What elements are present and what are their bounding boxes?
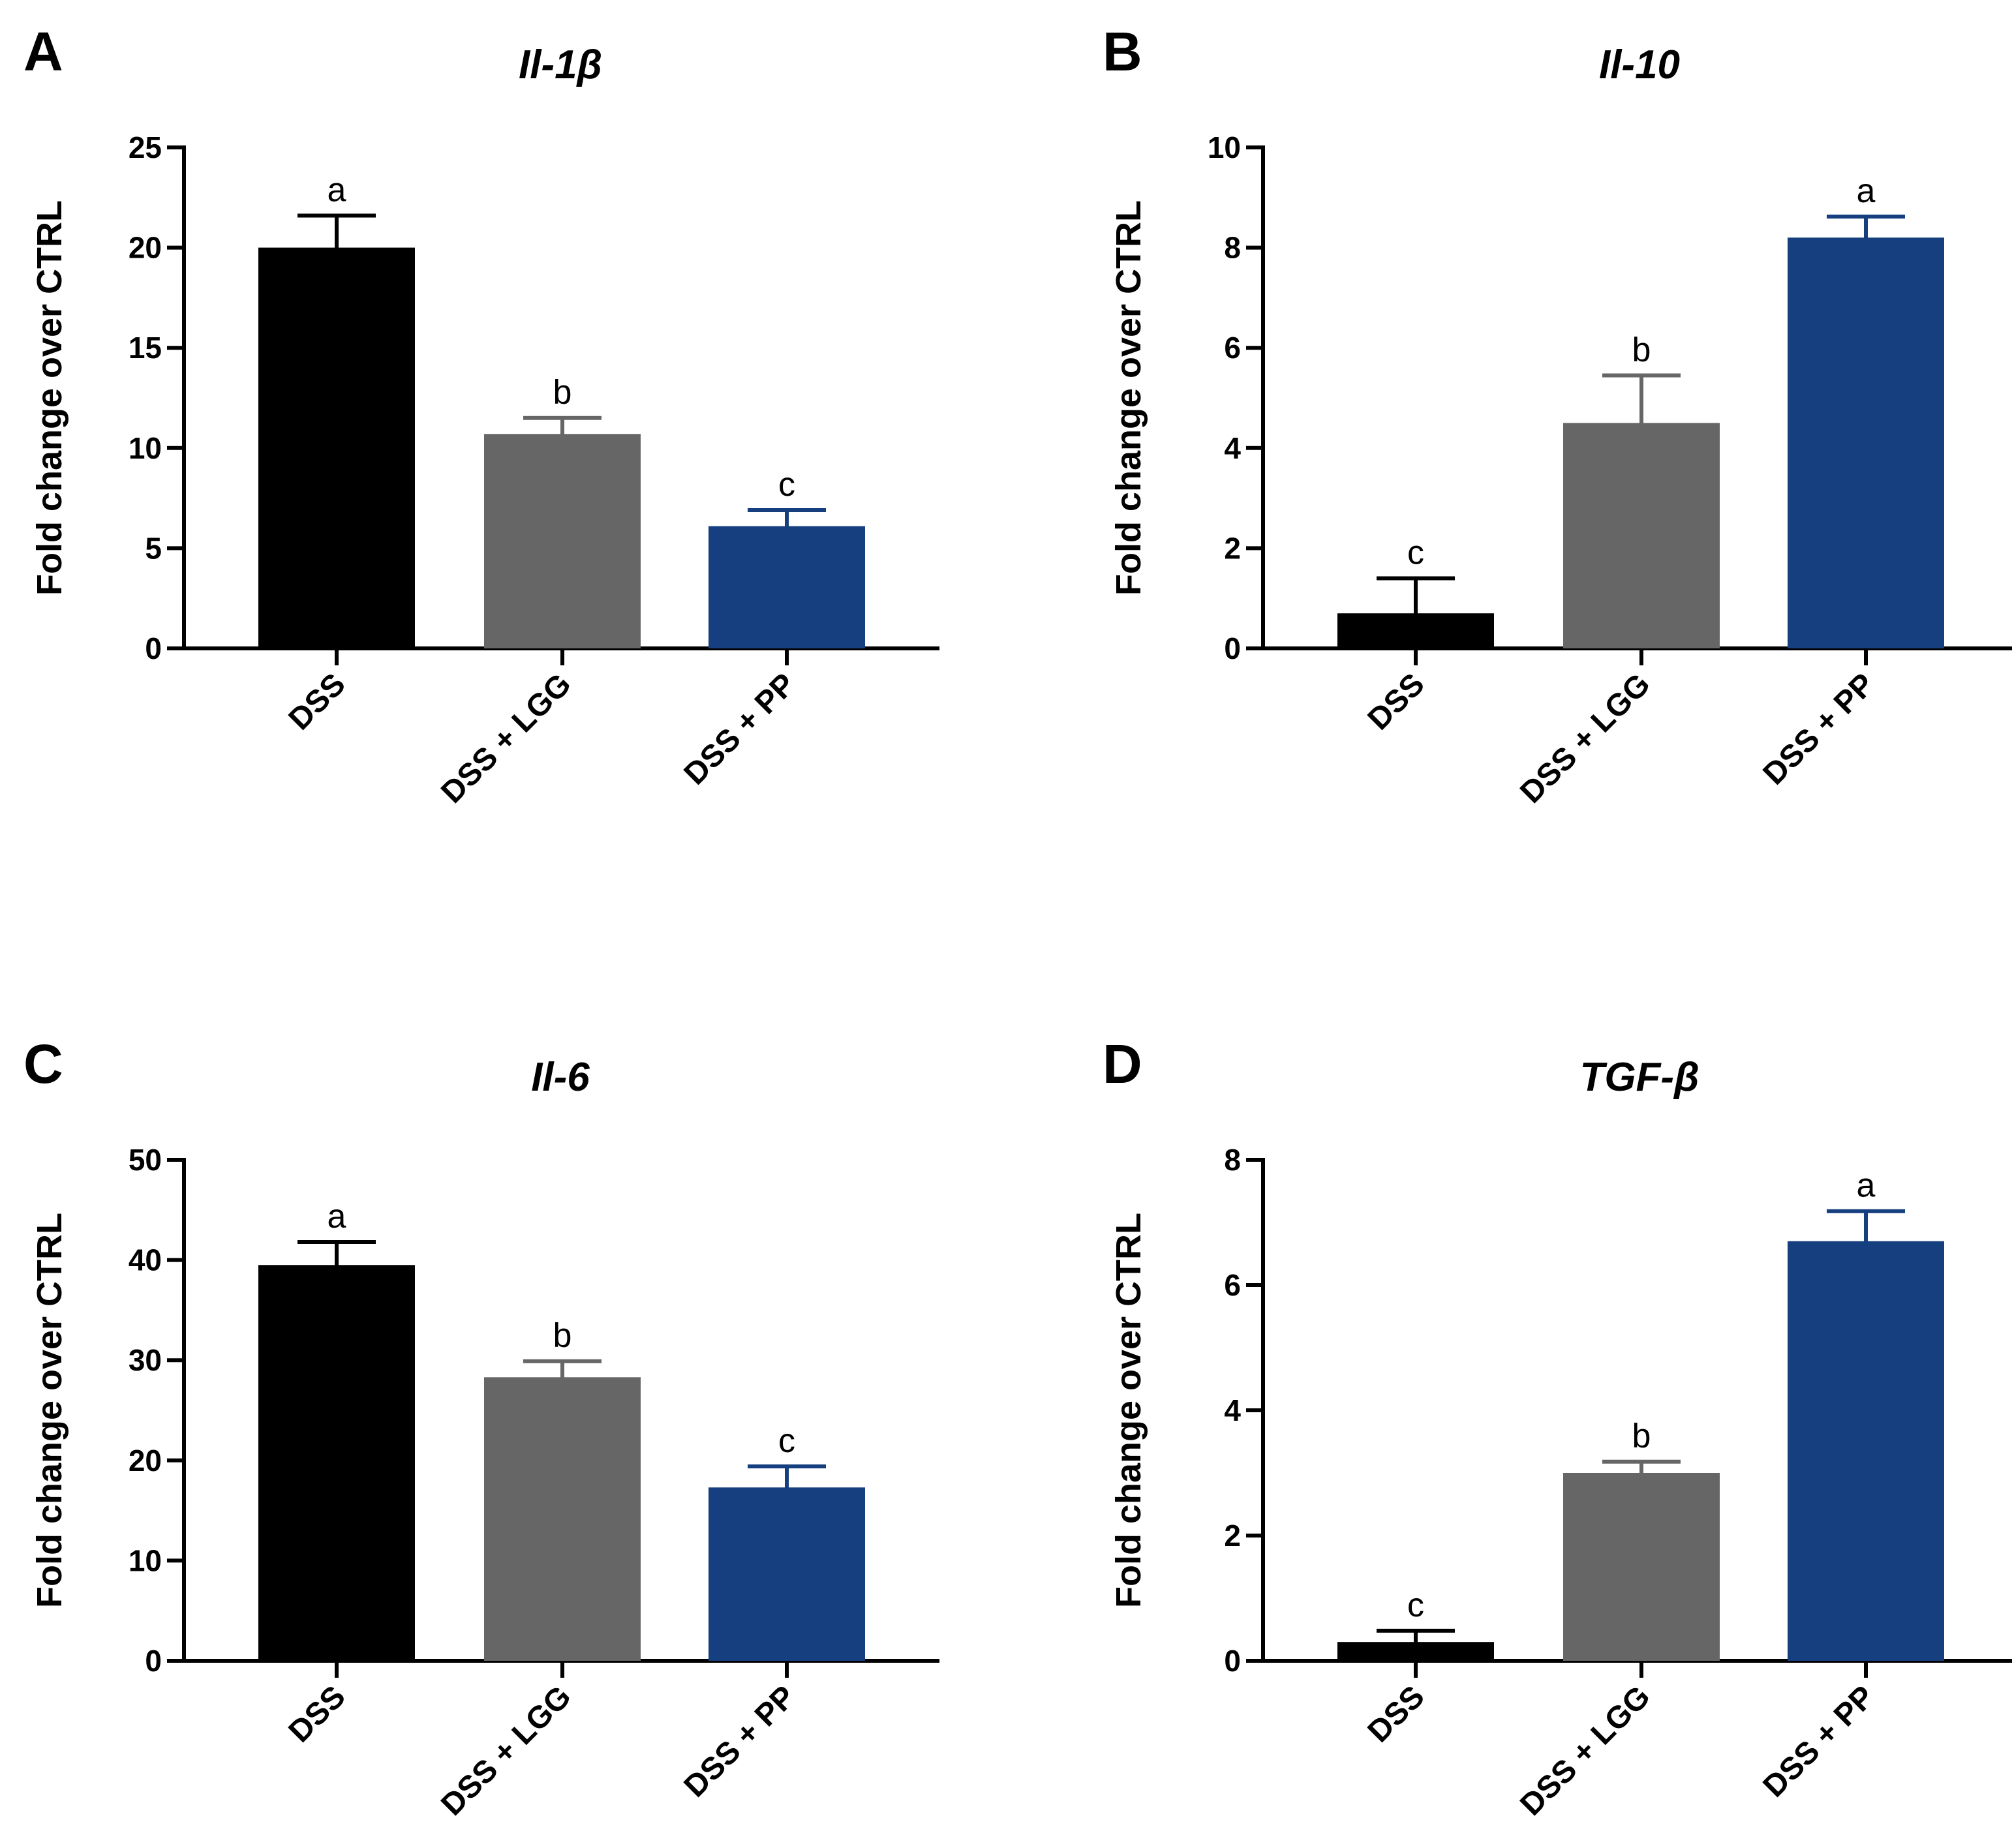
y-tick-label: 4 <box>1224 1393 1241 1427</box>
bar-dss-lgg <box>484 1377 641 1661</box>
panel-letter: A <box>23 21 63 82</box>
bar-dss-pp <box>709 526 865 648</box>
y-tick-label: 0 <box>1224 631 1241 665</box>
y-tick-label: 8 <box>1224 231 1241 265</box>
y-tick-label: 4 <box>1224 431 1241 465</box>
y-tick-label: 2 <box>1224 531 1241 565</box>
panel-letter: C <box>23 1033 63 1095</box>
y-tick-label: 10 <box>129 1543 162 1577</box>
significance-letter: b <box>1632 331 1651 369</box>
bar-dss <box>1337 1642 1494 1661</box>
significance-letter: c <box>778 466 795 504</box>
bar-dss-pp <box>1788 237 1944 648</box>
chart-title: Il-6 <box>531 1055 590 1100</box>
significance-letter: c <box>778 1422 795 1460</box>
y-axis-label: Fold change over CTRL <box>1109 200 1148 596</box>
y-tick-label: 8 <box>1224 1143 1241 1177</box>
significance-letter: a <box>328 171 346 209</box>
y-tick-label: 6 <box>1224 331 1241 365</box>
y-tick-label: 0 <box>145 1644 162 1678</box>
bar-dss-lgg <box>484 434 641 648</box>
y-axis-label: Fold change over CTRL <box>30 200 69 596</box>
significance-letter: b <box>553 1317 572 1355</box>
y-tick-label: 10 <box>129 431 162 465</box>
y-tick-label: 0 <box>145 631 162 665</box>
chart-title: Il-10 <box>1599 42 1680 87</box>
significance-letter: a <box>1857 1167 1876 1205</box>
chart-title: Il-1β <box>519 42 602 87</box>
panel-letter: B <box>1103 21 1142 82</box>
y-axis-label: Fold change over CTRL <box>1109 1213 1148 1608</box>
y-tick-label: 50 <box>129 1143 162 1177</box>
bar-dss <box>1337 613 1494 648</box>
significance-letter: c <box>1407 1586 1424 1624</box>
bar-dss <box>258 247 415 649</box>
y-tick-label: 30 <box>129 1343 162 1377</box>
y-tick-label: 5 <box>145 531 162 565</box>
y-tick-label: 40 <box>129 1243 162 1277</box>
y-tick-label: 20 <box>129 1444 162 1477</box>
bar-dss <box>258 1265 415 1661</box>
y-tick-label: 20 <box>129 231 162 265</box>
y-tick-label: 25 <box>129 130 162 164</box>
bar-dss-lgg <box>1563 1473 1720 1661</box>
y-tick-label: 6 <box>1224 1268 1241 1302</box>
significance-letter: c <box>1407 534 1424 571</box>
y-axis-label: Fold change over CTRL <box>30 1213 69 1608</box>
chart-title: TGF-β <box>1579 1055 1699 1100</box>
y-tick-label: 0 <box>1224 1644 1241 1678</box>
y-tick-label: 2 <box>1224 1519 1241 1553</box>
bar-dss-pp <box>1788 1241 1944 1661</box>
significance-letter: a <box>328 1198 346 1235</box>
y-tick-label: 15 <box>129 331 162 365</box>
significance-letter: b <box>553 374 572 412</box>
significance-letter: b <box>1632 1417 1651 1455</box>
panel-letter: D <box>1103 1033 1142 1095</box>
significance-letter: a <box>1857 172 1876 210</box>
y-tick-label: 10 <box>1208 130 1241 164</box>
bar-dss-pp <box>709 1487 865 1661</box>
bar-dss-lgg <box>1563 423 1720 648</box>
